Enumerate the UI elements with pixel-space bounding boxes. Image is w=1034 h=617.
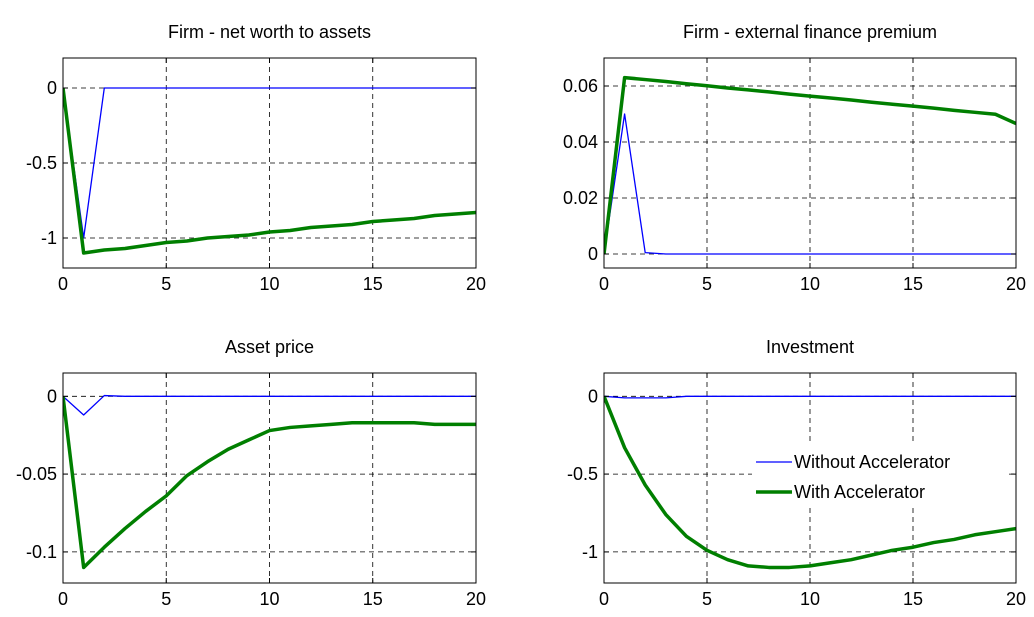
x-tick-label: 15 [363, 274, 383, 294]
series-group [63, 394, 476, 570]
x-tick-label: 10 [259, 274, 279, 294]
series-line-with-accelerator [604, 395, 1016, 570]
x-tick-label: 20 [466, 589, 486, 609]
y-tick-label: -0.1 [26, 542, 57, 562]
x-tick-label: 0 [599, 589, 609, 609]
y-tick-label: 0 [47, 78, 57, 98]
x-tick-label: 5 [161, 274, 171, 294]
y-tick-label: 0.06 [563, 76, 598, 96]
x-tick-label: 5 [161, 589, 171, 609]
x-tick-label: 0 [58, 274, 68, 294]
x-tick-label: 15 [903, 589, 923, 609]
chart-panel-1: Firm - net worth to assets 0 5 10 15 20 0 -0.5 -… [26, 22, 486, 294]
x-tick-label: 0 [599, 274, 609, 294]
series-line-without-accelerator [604, 395, 1016, 399]
series-line-with-accelerator [63, 396, 476, 570]
chart-title: Investment [766, 337, 854, 357]
y-tick-label: -0.5 [567, 464, 598, 484]
y-tick-label: -0.05 [16, 464, 57, 484]
y-tick-label: 0 [588, 386, 598, 406]
legend-entry: With Accelerator [794, 482, 925, 502]
series-group [604, 75, 1016, 255]
y-tick-label: 0.04 [563, 132, 598, 152]
series-line-with-accelerator [604, 75, 1016, 255]
series-line-with-accelerator [63, 87, 476, 255]
x-tick-label: 20 [1006, 274, 1026, 294]
x-tick-label: 5 [702, 274, 712, 294]
x-tick-label: 5 [702, 589, 712, 609]
x-tick-label: 15 [363, 589, 383, 609]
y-tick-label: 0 [588, 244, 598, 264]
x-tick-label: 20 [1006, 589, 1026, 609]
y-tick-label: 0 [47, 386, 57, 406]
chart-panel-4: Investment 0 5 10 15 20 0 -0.5 -1 Without Acceler… [567, 337, 1026, 609]
chart-title: Firm - net worth to assets [168, 22, 371, 42]
series-group [604, 395, 1016, 570]
x-tick-label: 20 [466, 274, 486, 294]
series-group [63, 87, 476, 255]
y-tick-label: -1 [582, 542, 598, 562]
chart-panel-2: Firm - external finance premium 0 5 10 15 20 0… [563, 22, 1026, 294]
x-tick-label: 10 [800, 274, 820, 294]
chart-panel-3: Asset price 0 5 10 15 20 0 -0.05 -0.1 [16, 337, 486, 609]
x-tick-label: 10 [800, 589, 820, 609]
series-line-without-accelerator [63, 394, 476, 416]
y-tick-label: -0.5 [26, 153, 57, 173]
x-tick-label: 0 [58, 589, 68, 609]
x-tick-label: 10 [259, 589, 279, 609]
series-line-without-accelerator [63, 87, 476, 239]
legend: Without Accelerator With Accelerator [752, 445, 1008, 505]
legend-entry: Without Accelerator [794, 452, 950, 472]
x-tick-label: 15 [903, 274, 923, 294]
y-tick-label: -1 [41, 228, 57, 248]
chart-title: Firm - external finance premium [683, 22, 937, 42]
legend-box [752, 445, 1008, 505]
series-line-without-accelerator [604, 113, 1016, 255]
y-tick-label: 0.02 [563, 188, 598, 208]
chart-title: Asset price [225, 337, 314, 357]
